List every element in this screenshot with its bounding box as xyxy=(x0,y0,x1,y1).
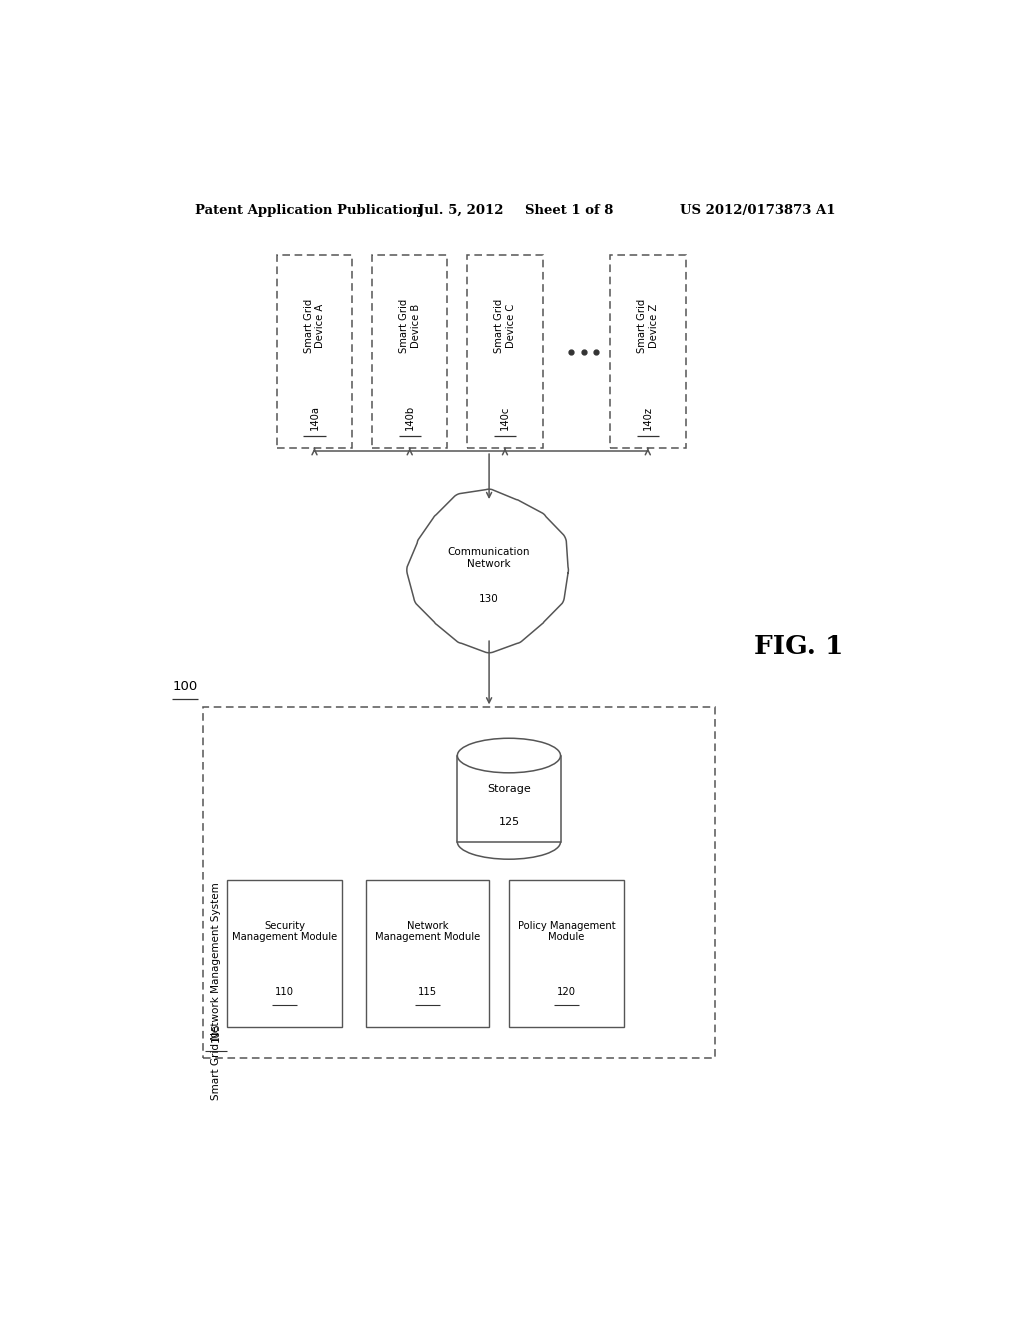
Text: FIG. 1: FIG. 1 xyxy=(754,634,844,659)
Text: 130: 130 xyxy=(479,594,499,603)
Text: 115: 115 xyxy=(418,987,437,998)
Text: 140c: 140c xyxy=(500,405,510,430)
Bar xyxy=(610,255,685,447)
Text: 140b: 140b xyxy=(404,405,415,430)
Text: Storage: Storage xyxy=(487,784,530,793)
Ellipse shape xyxy=(458,825,560,859)
Text: Smart Grid
Device B: Smart Grid Device B xyxy=(399,300,421,354)
Text: Sheet 1 of 8: Sheet 1 of 8 xyxy=(524,205,613,216)
Text: 105: 105 xyxy=(211,1023,221,1043)
Text: 140z: 140z xyxy=(643,405,653,429)
Bar xyxy=(204,708,715,1057)
Bar xyxy=(372,255,447,447)
Text: Network
Management Module: Network Management Module xyxy=(375,920,480,942)
Text: Patent Application Publication: Patent Application Publication xyxy=(196,205,422,216)
Text: Jul. 5, 2012: Jul. 5, 2012 xyxy=(418,205,503,216)
Text: 100: 100 xyxy=(172,680,198,693)
Text: Security
Management Module: Security Management Module xyxy=(232,920,337,942)
Text: Smart Grid
Device C: Smart Grid Device C xyxy=(495,300,516,354)
Text: Policy Management
Module: Policy Management Module xyxy=(518,920,615,942)
Polygon shape xyxy=(407,490,568,653)
Text: Smart Grid Network Management System: Smart Grid Network Management System xyxy=(211,883,221,1101)
Bar xyxy=(458,755,560,842)
Text: 120: 120 xyxy=(557,987,575,998)
Bar xyxy=(227,880,342,1027)
Bar xyxy=(467,255,543,447)
Bar xyxy=(276,255,352,447)
Bar xyxy=(509,880,624,1027)
Text: Smart Grid
Device A: Smart Grid Device A xyxy=(304,300,326,354)
Text: Communication
Network: Communication Network xyxy=(447,546,530,569)
Text: 140a: 140a xyxy=(309,405,319,430)
Bar xyxy=(367,880,489,1027)
Ellipse shape xyxy=(458,738,560,772)
Text: 110: 110 xyxy=(275,987,294,998)
Text: Smart Grid
Device Z: Smart Grid Device Z xyxy=(637,300,658,354)
Text: US 2012/0173873 A1: US 2012/0173873 A1 xyxy=(680,205,835,216)
Text: 125: 125 xyxy=(499,817,519,828)
